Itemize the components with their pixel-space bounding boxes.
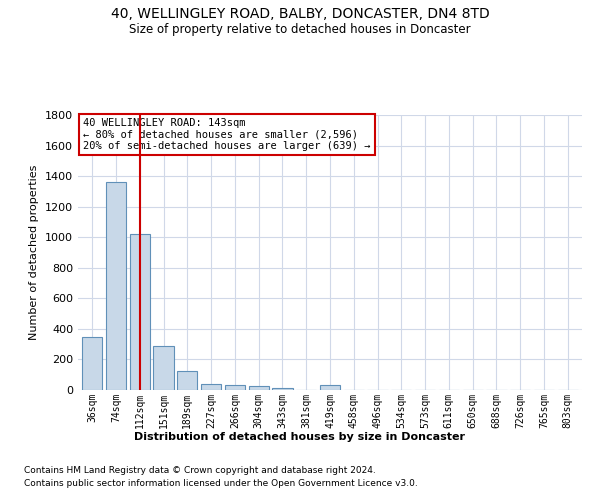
Y-axis label: Number of detached properties: Number of detached properties	[29, 165, 40, 340]
Text: Contains public sector information licensed under the Open Government Licence v3: Contains public sector information licen…	[24, 479, 418, 488]
Bar	[320, 386, 340, 390]
Bar	[82, 336, 103, 390]
Text: Contains HM Land Registry data © Crown copyright and database right 2024.: Contains HM Land Registry data © Crown c…	[24, 466, 376, 475]
Bar	[177, 371, 197, 390]
Text: 40, WELLINGLEY ROAD, BALBY, DONCASTER, DN4 8TD: 40, WELLINGLEY ROAD, BALBY, DONCASTER, D…	[110, 8, 490, 22]
Bar	[130, 234, 150, 390]
Bar	[225, 384, 245, 390]
Text: 40 WELLINGLEY ROAD: 143sqm
← 80% of detached houses are smaller (2,596)
20% of s: 40 WELLINGLEY ROAD: 143sqm ← 80% of deta…	[83, 118, 371, 151]
Bar	[106, 182, 126, 390]
Bar	[272, 388, 293, 390]
Bar	[248, 386, 269, 390]
Bar	[154, 346, 173, 390]
Text: Size of property relative to detached houses in Doncaster: Size of property relative to detached ho…	[129, 22, 471, 36]
Bar	[201, 384, 221, 390]
Text: Distribution of detached houses by size in Doncaster: Distribution of detached houses by size …	[134, 432, 466, 442]
